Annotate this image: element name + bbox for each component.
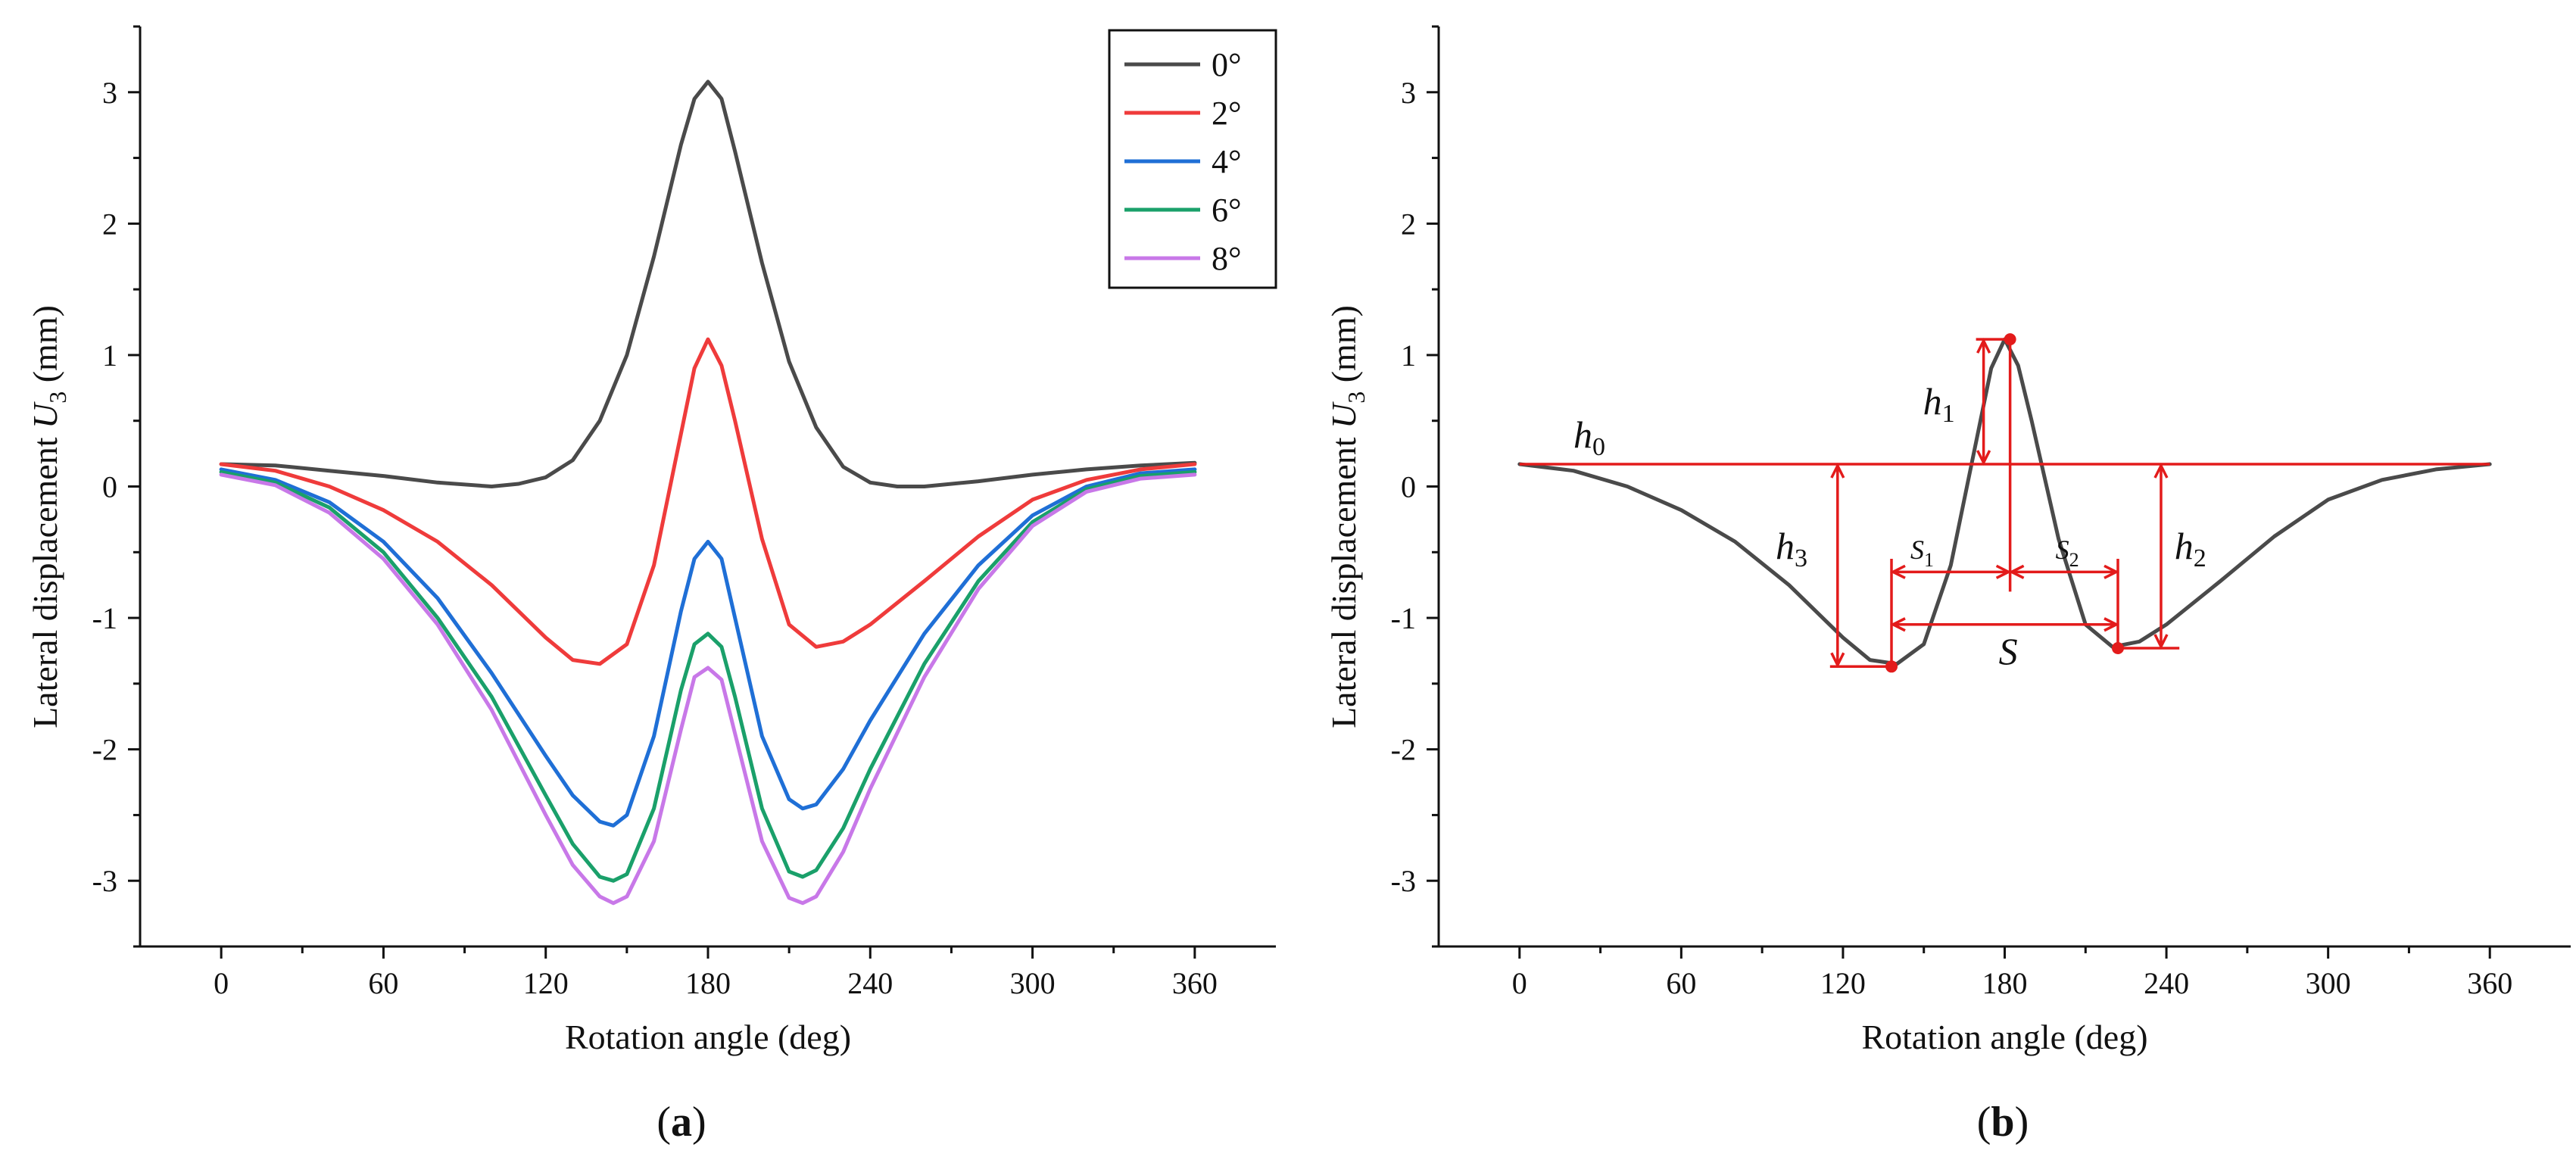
x-tick-label: 180 <box>685 966 731 1000</box>
x-tick-label: 360 <box>1172 966 1218 1000</box>
s-label: S <box>1999 630 2018 672</box>
x-axis-title: Rotation angle (deg) <box>1861 1018 2147 1056</box>
y-tick-label: -3 <box>1391 864 1416 898</box>
y-axis-title: Lateral displacement U3 (mm) <box>1324 305 1370 728</box>
series-line-6deg <box>219 469 1197 883</box>
y-tick-label: -1 <box>1391 601 1416 635</box>
x-axis-title: Rotation angle (deg) <box>565 1018 851 1056</box>
h2-label: h2 <box>2175 525 2206 572</box>
x-tick-label: 300 <box>1010 966 1056 1000</box>
s1-arrow-head-b <box>1995 564 2012 579</box>
s-arrow-head-b <box>2104 617 2119 632</box>
h3-arrow-head-a <box>1830 463 1845 479</box>
series-line-2deg <box>1517 337 2492 666</box>
h3-label: h3 <box>1776 525 1807 572</box>
s-arrow-head-a <box>1890 617 1906 632</box>
y-tick-label: -2 <box>1391 733 1416 767</box>
peak-point <box>2004 333 2016 346</box>
y-tick-label: 1 <box>102 338 117 373</box>
h3-arrow-head-b <box>1830 652 1845 669</box>
s1-label: S1 <box>1910 535 1934 571</box>
x-tick-label: 0 <box>214 966 229 1000</box>
panel-label: (a) <box>656 1099 706 1146</box>
s1-arrow-head-a <box>1890 564 1906 579</box>
s2-label: S2 <box>2056 535 2079 571</box>
legend-label: 6° <box>1212 192 1242 229</box>
legend-box <box>1108 29 1277 289</box>
panel-b-chart: 0 60 120 180 240 300 360 -3 -2 -1 0 1 2 3 Rotation ang… <box>1324 25 2571 1146</box>
y-tick-label: 3 <box>1401 76 1416 110</box>
panel-a-chart: 0 60 120 180 240 300 360 -3 -2 -1 0 1 2 3 Rotation ang… <box>26 25 1277 1146</box>
h2-arrow-head-a <box>2153 463 2169 479</box>
x-tick-label: 240 <box>847 966 893 1000</box>
h1-arrow-head-a <box>1976 338 1991 354</box>
y-axis-title: Lateral displacement U3 (mm) <box>26 305 71 728</box>
x-tick-label: 0 <box>1512 966 1527 1000</box>
legend-label: 0° <box>1212 46 1242 83</box>
x-tick-label: 60 <box>1666 966 1696 1000</box>
series-line-4deg <box>219 467 1197 828</box>
h0-label: h0 <box>1573 413 1605 461</box>
y-tick-label: 0 <box>102 470 117 504</box>
h1-arrow-head-b <box>1976 450 1991 466</box>
legend-label: 8° <box>1212 240 1242 277</box>
y-tick-label: 2 <box>102 207 117 241</box>
x-tick-label: 120 <box>523 966 569 1000</box>
x-tick-label: 360 <box>2467 966 2512 1000</box>
x-tick-label: 300 <box>2306 966 2351 1000</box>
x-tick-label: 180 <box>1982 966 2028 1000</box>
y-tick-label: 0 <box>1401 470 1416 504</box>
y-tick-label: 3 <box>102 76 117 110</box>
series-line-2deg <box>219 337 1197 666</box>
series-line-8deg <box>219 472 1197 906</box>
x-tick-label: 60 <box>368 966 398 1000</box>
left-valley-point <box>1885 660 1898 673</box>
right-valley-point <box>2112 641 2124 654</box>
h1-label: h1 <box>1923 380 1955 428</box>
s2-arrow-head-a <box>2008 564 2025 579</box>
x-tick-label: 120 <box>1820 966 1866 1000</box>
legend-label: 4° <box>1212 143 1242 180</box>
y-tick-label: -3 <box>92 864 117 898</box>
x-tick-label: 240 <box>2144 966 2189 1000</box>
s2-arrow-head-b <box>2104 564 2119 579</box>
series-line-0deg <box>219 80 1197 488</box>
y-tick-label: -1 <box>92 601 117 635</box>
y-tick-label: -2 <box>92 733 117 767</box>
h2-arrow-head-b <box>2153 634 2169 650</box>
panel-label: (b) <box>1977 1099 2029 1146</box>
y-tick-label: 1 <box>1401 338 1416 373</box>
legend-label: 2° <box>1212 95 1242 132</box>
y-tick-label: 2 <box>1401 207 1416 241</box>
